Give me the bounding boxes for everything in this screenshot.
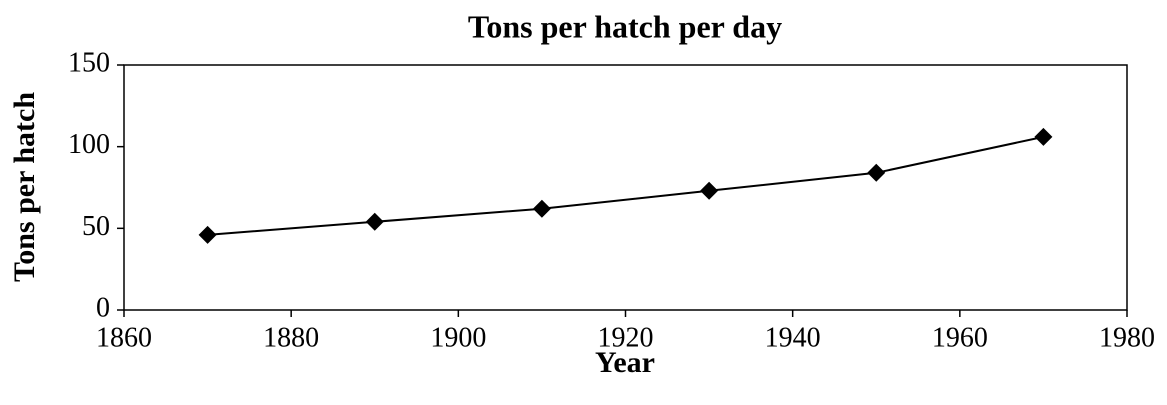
x-tick-label: 1900 (430, 322, 486, 353)
plot-frame (123, 64, 1128, 311)
x-tick-label: 1860 (96, 322, 152, 353)
y-tick-label: 150 (68, 47, 110, 78)
y-tick-label: 100 (68, 129, 110, 160)
x-tick-label: 1880 (263, 322, 319, 353)
data-point (532, 199, 551, 218)
data-point (867, 163, 886, 182)
data-point (198, 225, 217, 244)
y-axis-label: Tons per hatch (8, 92, 41, 282)
data-line (207, 135, 1044, 236)
data-point (365, 212, 384, 231)
data-point (700, 181, 719, 200)
y-tick-label: 0 (96, 292, 110, 323)
chart-title: Tons per hatch per day (468, 8, 782, 44)
x-tick-label: 1920 (598, 322, 654, 353)
x-axis-label: Year (595, 346, 655, 379)
data-point (1034, 127, 1053, 146)
x-tick-label: 1960 (932, 322, 988, 353)
x-tick-label: 1940 (765, 322, 821, 353)
x-tick-label: 1980 (1099, 322, 1155, 353)
y-tick-label: 50 (82, 211, 110, 242)
